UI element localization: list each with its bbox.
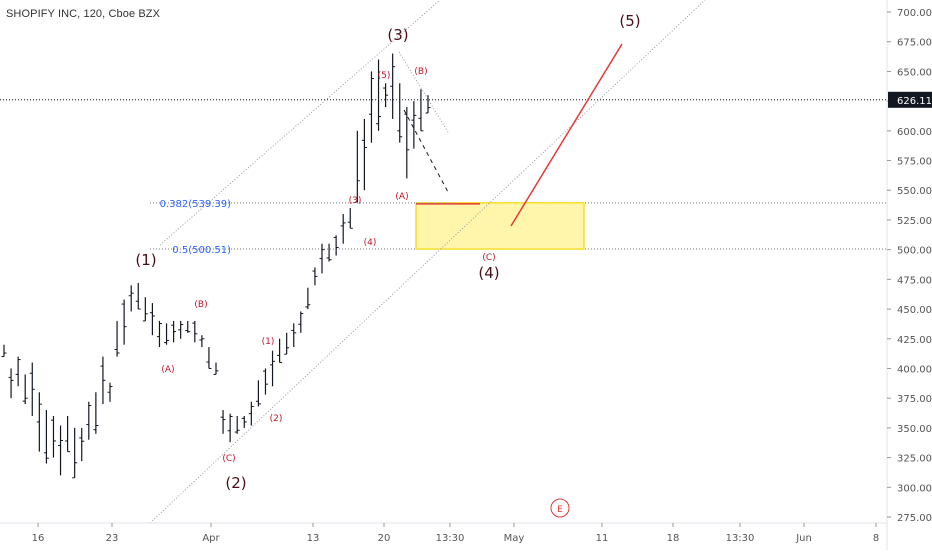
wave-label-minor: (B) <box>194 300 207 310</box>
time-tick-label: 13:30 <box>726 533 755 544</box>
wave-label-minor: (A) <box>395 192 408 202</box>
wave-label-primary: (2) <box>225 474 246 492</box>
wave-label-minor: (5) <box>378 71 391 81</box>
wave-5-projection-line <box>510 43 623 227</box>
price-tick-label: 425.00 <box>897 335 932 346</box>
time-tick-label: 23 <box>106 533 119 544</box>
earnings-event-label: E <box>557 505 563 515</box>
chart-title: SHOPIFY INC, 120, Cboe BZX <box>6 8 161 20</box>
wave-label-minor: (B) <box>414 67 427 77</box>
price-tick-label: 400.00 <box>897 364 932 375</box>
wave-label-minor: (2) <box>270 414 283 424</box>
price-tick-label: 525.00 <box>897 216 932 227</box>
price-tick-label: 600.00 <box>897 127 932 138</box>
price-tick-label: 375.00 <box>897 394 932 405</box>
channel-layer <box>149 0 706 524</box>
wave-b-guide-line <box>398 51 449 133</box>
price-tick-label: 675.00 <box>897 38 932 49</box>
fib-level-label: 0.382(539.39) <box>160 199 232 210</box>
time-tick-label: Apr <box>202 533 220 544</box>
time-tick-label: 16 <box>32 533 45 544</box>
wave-label-primary: (5) <box>619 12 640 30</box>
wave-c-projection-dashed <box>403 109 449 193</box>
last-price-label: 626.11 <box>897 96 932 107</box>
wave-label-minor: (C) <box>222 454 235 464</box>
time-tick-label: 13 <box>307 533 320 544</box>
wave-label-primary: (1) <box>135 251 156 269</box>
fib-level-label: 0.5(500.51) <box>172 245 231 256</box>
grid-layer <box>0 99 887 250</box>
time-tick-label: 18 <box>667 533 680 544</box>
price-bars-layer <box>1 53 431 479</box>
time-tick-label: May <box>504 533 525 544</box>
price-tick-label: 350.00 <box>897 424 932 435</box>
price-tick-label: 275.00 <box>897 513 932 524</box>
target-zone-layer <box>415 202 585 250</box>
wave-label-primary: (3) <box>387 26 408 44</box>
wave-label-minor: (1) <box>262 337 275 347</box>
price-tick-label: 325.00 <box>897 454 932 465</box>
target-zone[interactable] <box>415 202 585 250</box>
channel-upper-line <box>159 0 441 246</box>
price-tick-label: 575.00 <box>897 157 932 168</box>
price-tick-label: 300.00 <box>897 483 932 494</box>
price-tick-label: 650.00 <box>897 67 932 78</box>
price-tick-label: 550.00 <box>897 186 932 197</box>
time-tick-label: 20 <box>378 533 391 544</box>
price-tick-label: 450.00 <box>897 305 932 316</box>
wave-label-minor: (3) <box>349 196 362 206</box>
price-tick-label: 700.00 <box>897 8 932 19</box>
last-price-tag <box>888 91 932 108</box>
price-tick-label: 500.00 <box>897 246 932 257</box>
channel-lower-line <box>149 0 706 524</box>
wave-label-minor: (C) <box>482 253 495 263</box>
annotation-layer: 0.382(539.39) 0.5(500.51) (1) (2) (3) (4) (5) (… <box>135 12 641 518</box>
wave-label-primary: (4) <box>478 264 499 282</box>
time-tick-label: 11 <box>596 533 609 544</box>
price-tick-label: 475.00 <box>897 275 932 286</box>
time-tick-label: 8 <box>873 533 879 544</box>
earnings-event-marker[interactable] <box>550 498 570 518</box>
time-tick-label: Jun <box>795 533 812 544</box>
time-tick-label: 13:30 <box>436 533 465 544</box>
wave-label-minor: (A) <box>161 365 174 375</box>
wave-label-minor: (4) <box>364 238 377 248</box>
